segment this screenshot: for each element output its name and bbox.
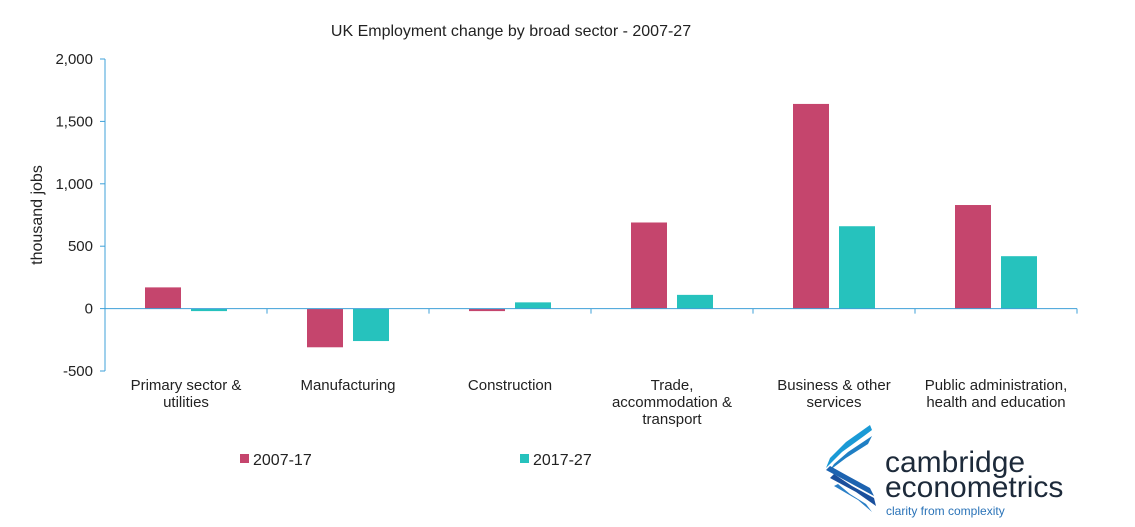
category-labels: Primary sector & utilities Manufacturing Co… [131, 377, 1068, 428]
chart-title: UK Employment change by broad sector - 2… [331, 23, 691, 40]
y-tick-label: 1,000 [55, 176, 93, 193]
logo-tagline: clarity from complexity [886, 504, 1005, 518]
category-label: Trade, accommodation & transport [612, 377, 732, 428]
bars-group [145, 103, 1037, 348]
bar-2017-27-5 [1001, 256, 1037, 309]
bar-2007-17-1 [307, 308, 343, 348]
y-tick-label: -500 [63, 363, 93, 380]
bar-2007-17-4 [793, 103, 829, 309]
y-tick-label: 0 [85, 301, 93, 318]
category-label: Primary sector & utilities [131, 377, 242, 411]
bar-2017-27-3 [677, 294, 713, 309]
category-label: Manufacturing [300, 377, 395, 394]
legend-swatch [240, 454, 249, 463]
legend-label: 2007-17 [253, 452, 312, 469]
y-tick-label: 500 [68, 238, 93, 255]
bar-2017-27-4 [839, 226, 875, 309]
category-label: Business & other services [777, 377, 890, 411]
category-label: Public administration, health and educati… [925, 377, 1068, 411]
legend-item-2017-27: 2017-27 [520, 452, 592, 469]
legend-label: 2017-27 [533, 452, 592, 469]
legend-item-2007-17: 2007-17 [240, 452, 312, 469]
logo-line1: cambridge [885, 446, 1025, 479]
bar-2007-17-0 [145, 287, 181, 309]
logo-line2: econometrics [885, 471, 1063, 504]
y-axis: 2,000 1,500 1,000 500 0 -500 [55, 51, 106, 380]
bar-2017-27-1 [353, 308, 389, 342]
y-axis-label: thousand jobs [29, 165, 46, 265]
y-tick-label: 2,000 [55, 51, 93, 68]
category-label: Construction [468, 377, 552, 394]
legend-swatch [520, 454, 529, 463]
bar-2017-27-0 [191, 308, 227, 312]
y-tick-label: 1,500 [55, 113, 93, 130]
cambridge-econometrics-logo: cambridge econometrics clarity from comp… [826, 425, 1063, 518]
bar-2007-17-2 [469, 308, 505, 312]
bar-2017-27-2 [515, 302, 551, 309]
bar-2007-17-5 [955, 205, 991, 309]
x-axis [104, 308, 1078, 314]
bar-2007-17-3 [631, 222, 667, 309]
logo-mark-icon [826, 425, 876, 512]
legend: 2007-17 2017-27 [240, 452, 592, 469]
